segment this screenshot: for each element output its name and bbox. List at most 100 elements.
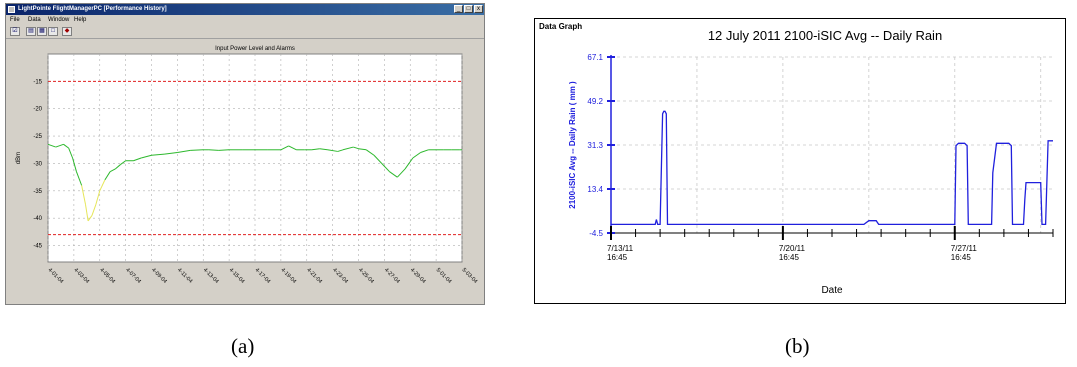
y-tick-label-5: -40: [33, 216, 42, 222]
menu-file[interactable]: File: [10, 17, 20, 23]
y-axis-label: dBm: [16, 152, 22, 164]
power-series-segment: [104, 171, 111, 181]
menu-data[interactable]: Data: [28, 17, 41, 23]
rain-series-line: [611, 110, 1053, 226]
x-tick-label-9: 4-19-04: [279, 267, 297, 285]
power-series-segment: [133, 157, 142, 162]
power-series-segment: [337, 149, 344, 152]
power-series-segment: [63, 143, 69, 149]
app-window: LightPointe FlightManagerPC [Performance…: [5, 3, 485, 305]
graph-icon[interactable]: ▤: [26, 27, 36, 36]
power-series-segment: [164, 152, 178, 155]
window-icon[interactable]: □: [48, 27, 58, 36]
power-series-segment: [151, 153, 165, 156]
toggle-icon[interactable]: ☑: [10, 27, 20, 36]
minimize-button[interactable]: _: [454, 5, 463, 13]
menu-window[interactable]: Window: [48, 17, 70, 23]
y-tick-label-3: -30: [33, 161, 42, 167]
x-tick-label-7: 4-15-04: [228, 267, 246, 285]
power-series-segment: [75, 171, 83, 186]
power-series-segment: [141, 154, 152, 159]
app-icon: [8, 6, 15, 13]
chart-title: Input Power Level and Alarms: [215, 46, 295, 52]
power-series-segment: [120, 160, 126, 165]
data-graph-header: Data Graph: [539, 22, 582, 31]
power-series-segment: [404, 157, 414, 170]
power-series-segment: [389, 171, 398, 178]
x-tick-time-2: 16:45: [951, 253, 972, 262]
menu-bar: File Data Window Help: [6, 15, 484, 25]
y-tick-label-0: -4.5: [589, 229, 603, 238]
y-tick-label-4: 67.1: [587, 53, 603, 62]
y-tick-label-6: -45: [33, 244, 42, 250]
y-tick-label-2: 31.3: [587, 141, 603, 150]
title-bar: LightPointe FlightManagerPC [Performance…: [6, 4, 484, 15]
power-series-segment: [311, 148, 320, 151]
power-series-segment: [81, 185, 87, 205]
power-series-segment: [280, 145, 289, 151]
x-tick-label-3: 4-07-04: [124, 267, 142, 285]
y-tick-label-4: -35: [33, 189, 42, 195]
caption-b: (b): [785, 334, 810, 358]
data-graph-panel: Data Graph 12 July 2011 2100-iSIC Avg -- …: [534, 18, 1066, 304]
power-series-segment: [109, 168, 116, 173]
close-button[interactable]: x: [474, 5, 483, 13]
power-series-segment: [365, 149, 375, 156]
x-tick-time-0: 16:45: [607, 253, 628, 262]
x-tick-label-4: 4-09-04: [150, 267, 168, 285]
power-series-segment: [381, 163, 390, 173]
power-series-segment: [95, 190, 101, 205]
power-series-segment: [47, 143, 56, 148]
power-level-chart-svg: Input Power Level and Alarms -15 -20 -25 -30…: [16, 46, 479, 285]
power-series-segment: [319, 148, 328, 151]
maximize-button[interactable]: □: [464, 5, 473, 13]
plot-area: [47, 53, 463, 263]
table-icon[interactable]: ▦: [37, 27, 47, 36]
power-series-segment: [396, 168, 406, 178]
x-tick-label-8: 4-17-04: [254, 267, 272, 285]
menu-help[interactable]: Help: [74, 17, 87, 23]
window-title: LightPointe FlightManagerPC [Performance…: [18, 6, 167, 12]
power-series-segment: [85, 204, 89, 222]
x-axis-label: Date: [821, 285, 843, 296]
y-tick-label-2: -25: [33, 134, 42, 140]
x-tick-date-1: 7/20/11: [779, 244, 806, 253]
power-series-segment: [72, 157, 77, 172]
power-series-segment: [358, 148, 367, 151]
y-tick-label-3: 49.2: [587, 97, 603, 106]
y-axis-label: 2100-iSIC Avg -- Daily Rain ( mm ): [568, 81, 577, 209]
power-series-segment: [420, 149, 429, 153]
power-series-segment: [87, 215, 93, 222]
x-tick-date-0: 7/13/11: [607, 244, 634, 253]
power-series-segment: [190, 149, 204, 151]
power-series-segment: [99, 179, 106, 192]
x-tick-label-6: 4-13-04: [202, 267, 220, 285]
x-tick-date-2: 7/27/11: [951, 244, 978, 253]
x-tick-label-16: 5-03-04: [461, 267, 479, 285]
power-series-segment: [55, 143, 64, 148]
x-tick-label-2: 4-05-04: [98, 267, 116, 285]
power-series-segment: [177, 149, 191, 154]
x-tick-label-15: 5-01-04: [435, 267, 453, 285]
caption-a: (a): [231, 334, 255, 358]
power-series-segment: [373, 154, 383, 164]
print-icon[interactable]: ◆: [62, 27, 72, 36]
power-series-segment: [412, 152, 421, 159]
x-tick-label-10: 4-21-04: [305, 267, 323, 285]
rain-chart-svg: Data Graph 12 July 2011 2100-iSIC Avg -- …: [539, 22, 1054, 296]
x-tick-label-11: 4-23-04: [331, 267, 349, 285]
x-tick-label-13: 4-27-04: [383, 267, 401, 285]
x-tick-label-5: 4-11-04: [176, 267, 193, 284]
x-tick-label-1: 4-03-04: [72, 267, 90, 285]
x-tick-label-0: 4-01-04: [47, 267, 65, 285]
power-series-segment: [68, 147, 74, 159]
power-series-segment: [114, 164, 121, 170]
y-tick-label-1: 13.4: [587, 185, 603, 194]
power-series-segment: [327, 149, 338, 152]
y-tick-label-0: -15: [33, 79, 42, 85]
power-series-segment: [288, 145, 297, 151]
chart-title: 12 July 2011 2100-iSIC Avg -- Daily Rain: [708, 28, 942, 43]
power-series-segment: [91, 204, 97, 216]
x-tick-time-1: 16:45: [779, 253, 800, 262]
power-series-segment: [218, 149, 230, 151]
